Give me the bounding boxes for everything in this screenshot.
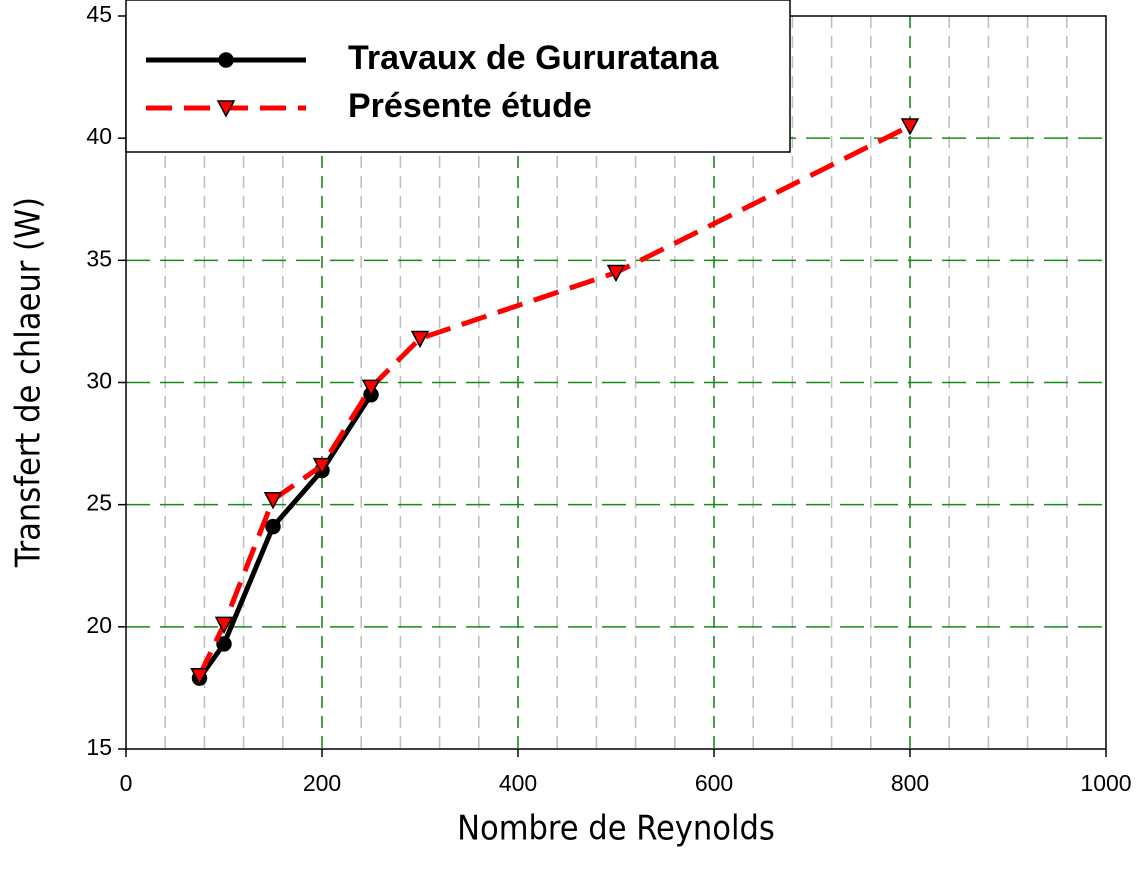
x-tick-label: 0	[120, 770, 133, 796]
marker	[606, 264, 626, 283]
y-tick-label: 15	[86, 734, 112, 760]
series-line	[197, 393, 374, 680]
marker	[900, 118, 920, 136]
marker	[216, 636, 232, 652]
x-tick-label: 1000	[1080, 770, 1131, 796]
marker	[361, 379, 381, 397]
legend-label: Présente étude	[348, 87, 592, 125]
marker	[410, 330, 430, 349]
marker	[190, 667, 209, 686]
y-axis-label: Transfert de chlaeur (W)	[9, 197, 49, 568]
legend-marker	[218, 52, 234, 68]
y-tick-label: 45	[86, 1, 112, 27]
legend-box	[125, 0, 791, 153]
marker	[265, 518, 281, 535]
y-tick-label: 20	[86, 612, 112, 638]
legend: Travaux de Gururatana Présente étude	[125, 0, 791, 153]
y-tick-label: 25	[86, 490, 112, 516]
x-tick-label: 800	[891, 770, 929, 796]
x-tick-label: 600	[695, 770, 733, 796]
x-axis-label: Nombre de Reynolds	[457, 809, 775, 849]
marker	[214, 616, 234, 634]
y-tick-label: 30	[86, 368, 112, 394]
x-tick-label: 400	[499, 770, 537, 796]
marker	[263, 492, 283, 510]
legend-label: Travaux de Gururatana	[348, 39, 719, 77]
y-tick-label: 35	[86, 245, 112, 271]
series-line	[197, 123, 912, 677]
y-tick-label: 40	[86, 123, 112, 149]
legend-marker	[216, 100, 236, 118]
marker	[312, 457, 332, 476]
x-tick-label: 200	[303, 770, 341, 796]
